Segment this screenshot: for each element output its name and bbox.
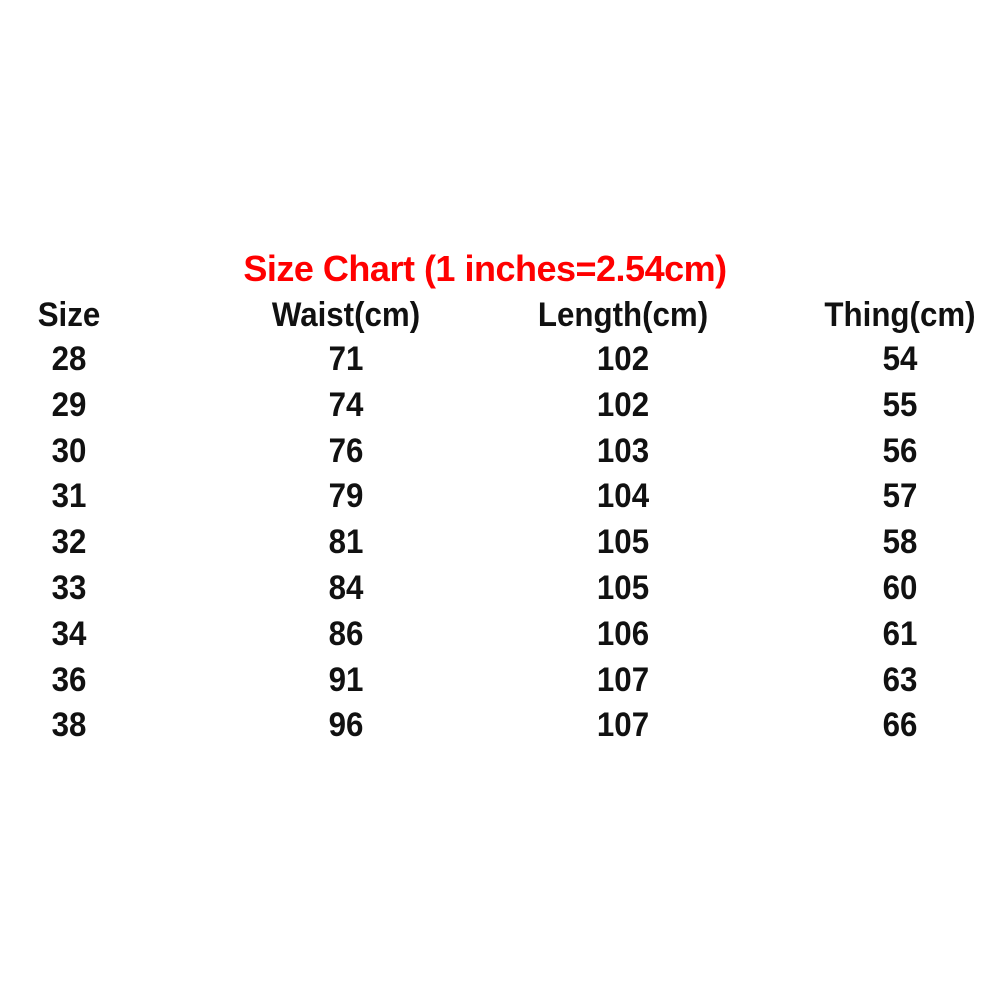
table-cell: 57: [882, 477, 918, 516]
table-cell: 106: [596, 614, 650, 653]
table-cell: 63: [882, 660, 918, 699]
table-cell: 56: [882, 431, 918, 470]
table-cell: 102: [596, 340, 650, 378]
table-cell: 60: [882, 569, 918, 607]
table-cell: 61: [882, 614, 918, 653]
table-cell: 34: [51, 614, 87, 653]
table-cell: 55: [882, 385, 918, 424]
table-cell: 54: [882, 340, 918, 378]
table-cell: 107: [596, 660, 650, 699]
table-cell: 28: [51, 340, 87, 378]
table-cell: 32: [51, 523, 87, 562]
table-cell: 66: [882, 706, 918, 745]
table-cell: 58: [882, 523, 918, 562]
table-cell: 105: [596, 523, 650, 562]
column-header: Length(cm): [537, 296, 709, 334]
table-cell: 96: [328, 706, 364, 745]
table-cell: 36: [51, 660, 87, 699]
table-cell: 102: [596, 385, 650, 424]
chart-title: Size Chart (1 inches=2.54cm): [243, 248, 727, 289]
table-cell: 104: [596, 477, 650, 516]
table-cell: 31: [51, 477, 87, 516]
table-cell: 86: [328, 614, 364, 653]
table-cell: 29: [51, 385, 87, 424]
column-header: Size: [37, 296, 101, 334]
table-cell: 107: [596, 706, 650, 745]
table-cell: 30: [51, 431, 87, 470]
table-cell: 84: [328, 569, 364, 607]
column-header: Waist(cm): [271, 296, 421, 334]
table-cell: 38: [51, 706, 87, 745]
table-cell: 79: [328, 477, 364, 516]
table-cell: 81: [328, 523, 364, 562]
table-cell: 76: [328, 431, 364, 470]
table-cell: 74: [328, 385, 364, 424]
table-cell: 71: [328, 340, 364, 378]
table-cell: 105: [596, 569, 650, 607]
table-cell: 103: [596, 431, 650, 470]
table-cell: 91: [328, 660, 364, 699]
table-cell: 33: [51, 569, 87, 607]
column-header: Thing(cm): [824, 296, 976, 334]
